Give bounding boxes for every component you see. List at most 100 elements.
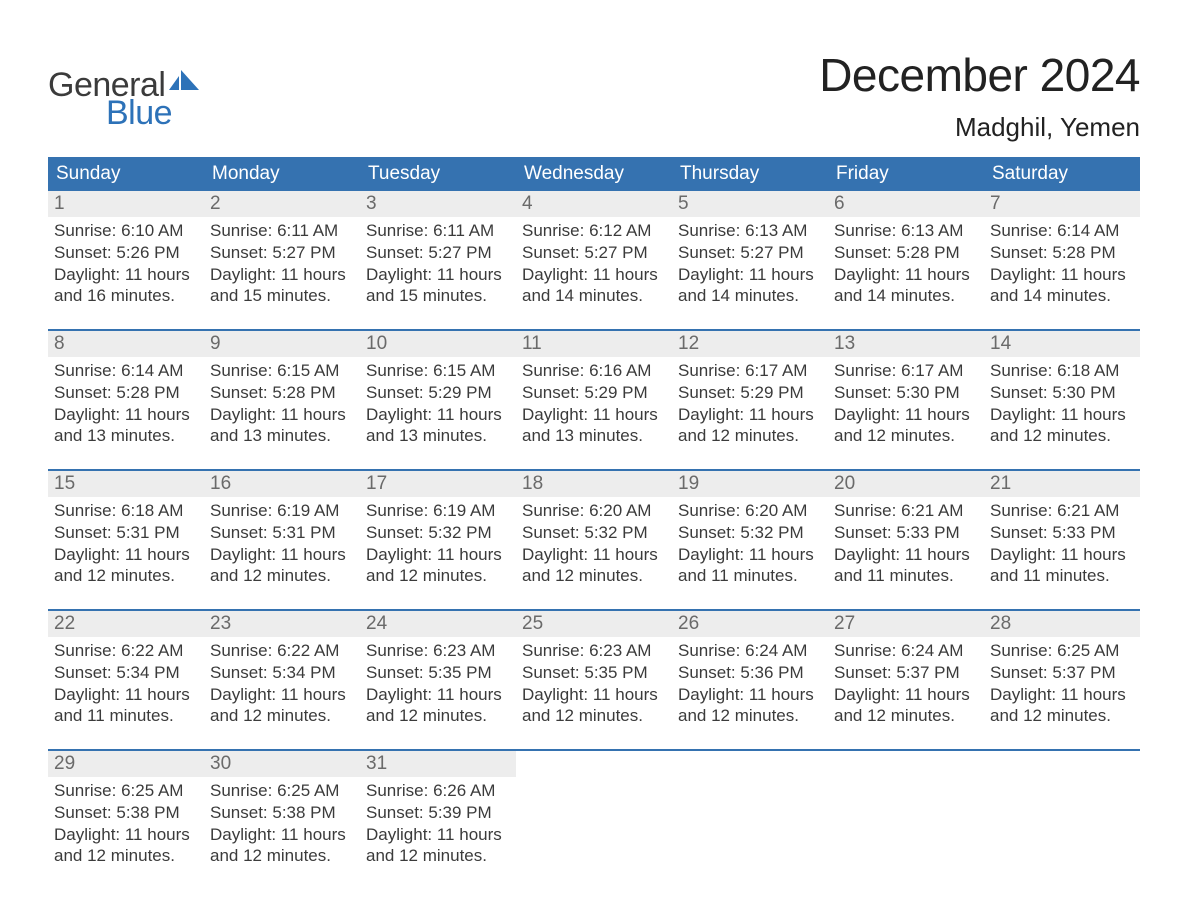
sunset-line: Sunset: 5:30 PM <box>990 382 1134 404</box>
day-number: 15 <box>48 471 204 497</box>
location: Madghil, Yemen <box>819 112 1140 143</box>
sunset-line: Sunset: 5:29 PM <box>522 382 666 404</box>
day-details: Sunrise: 6:13 AMSunset: 5:28 PMDaylight:… <box>828 217 984 307</box>
day-number <box>516 751 672 755</box>
day-18: 18Sunrise: 6:20 AMSunset: 5:32 PMDayligh… <box>516 471 672 587</box>
sunset-line: Sunset: 5:27 PM <box>678 242 822 264</box>
day-number: 29 <box>48 751 204 777</box>
sunrise-line: Sunrise: 6:20 AM <box>522 500 666 522</box>
sunrise-line: Sunrise: 6:10 AM <box>54 220 198 242</box>
weekday-thursday: Thursday <box>672 157 828 191</box>
day-number: 5 <box>672 191 828 217</box>
title-block: December 2024 Madghil, Yemen <box>819 48 1140 143</box>
daylight-line: Daylight: 11 hours and 12 minutes. <box>522 544 666 588</box>
day-empty <box>828 751 984 867</box>
sunset-line: Sunset: 5:35 PM <box>366 662 510 684</box>
day-7: 7Sunrise: 6:14 AMSunset: 5:28 PMDaylight… <box>984 191 1140 307</box>
day-details: Sunrise: 6:14 AMSunset: 5:28 PMDaylight:… <box>48 357 204 447</box>
month-title: December 2024 <box>819 48 1140 102</box>
daylight-line: Daylight: 11 hours and 12 minutes. <box>366 684 510 728</box>
sunset-line: Sunset: 5:37 PM <box>990 662 1134 684</box>
daylight-line: Daylight: 11 hours and 12 minutes. <box>366 824 510 868</box>
sunrise-line: Sunrise: 6:13 AM <box>834 220 978 242</box>
day-number: 20 <box>828 471 984 497</box>
sunrise-line: Sunrise: 6:15 AM <box>210 360 354 382</box>
sunrise-line: Sunrise: 6:14 AM <box>54 360 198 382</box>
daylight-line: Daylight: 11 hours and 12 minutes. <box>678 684 822 728</box>
daylight-line: Daylight: 11 hours and 11 minutes. <box>834 544 978 588</box>
day-number <box>828 751 984 755</box>
day-number: 1 <box>48 191 204 217</box>
sunset-line: Sunset: 5:29 PM <box>366 382 510 404</box>
day-details: Sunrise: 6:18 AMSunset: 5:31 PMDaylight:… <box>48 497 204 587</box>
calendar: SundayMondayTuesdayWednesdayThursdayFrid… <box>48 157 1140 867</box>
day-details: Sunrise: 6:11 AMSunset: 5:27 PMDaylight:… <box>204 217 360 307</box>
day-number: 19 <box>672 471 828 497</box>
day-number <box>672 751 828 755</box>
sunset-line: Sunset: 5:35 PM <box>522 662 666 684</box>
day-details: Sunrise: 6:23 AMSunset: 5:35 PMDaylight:… <box>360 637 516 727</box>
sunrise-line: Sunrise: 6:14 AM <box>990 220 1134 242</box>
day-details: Sunrise: 6:17 AMSunset: 5:30 PMDaylight:… <box>828 357 984 447</box>
daylight-line: Daylight: 11 hours and 12 minutes. <box>54 544 198 588</box>
day-26: 26Sunrise: 6:24 AMSunset: 5:36 PMDayligh… <box>672 611 828 727</box>
week-row: 8Sunrise: 6:14 AMSunset: 5:28 PMDaylight… <box>48 329 1140 447</box>
week-row: 1Sunrise: 6:10 AMSunset: 5:26 PMDaylight… <box>48 191 1140 307</box>
day-details: Sunrise: 6:25 AMSunset: 5:38 PMDaylight:… <box>204 777 360 867</box>
week-row: 15Sunrise: 6:18 AMSunset: 5:31 PMDayligh… <box>48 469 1140 587</box>
weekday-wednesday: Wednesday <box>516 157 672 191</box>
sunrise-line: Sunrise: 6:20 AM <box>678 500 822 522</box>
sunrise-line: Sunrise: 6:22 AM <box>54 640 198 662</box>
daylight-line: Daylight: 11 hours and 12 minutes. <box>522 684 666 728</box>
day-13: 13Sunrise: 6:17 AMSunset: 5:30 PMDayligh… <box>828 331 984 447</box>
day-number: 7 <box>984 191 1140 217</box>
flag-icon <box>169 62 199 96</box>
day-number: 17 <box>360 471 516 497</box>
day-17: 17Sunrise: 6:19 AMSunset: 5:32 PMDayligh… <box>360 471 516 587</box>
day-number: 3 <box>360 191 516 217</box>
day-5: 5Sunrise: 6:13 AMSunset: 5:27 PMDaylight… <box>672 191 828 307</box>
day-number: 6 <box>828 191 984 217</box>
day-number: 12 <box>672 331 828 357</box>
logo: General Blue <box>48 48 199 130</box>
day-number: 23 <box>204 611 360 637</box>
sunset-line: Sunset: 5:30 PM <box>834 382 978 404</box>
daylight-line: Daylight: 11 hours and 11 minutes. <box>990 544 1134 588</box>
day-number: 14 <box>984 331 1140 357</box>
sunset-line: Sunset: 5:27 PM <box>522 242 666 264</box>
day-22: 22Sunrise: 6:22 AMSunset: 5:34 PMDayligh… <box>48 611 204 727</box>
day-details: Sunrise: 6:15 AMSunset: 5:28 PMDaylight:… <box>204 357 360 447</box>
day-details: Sunrise: 6:25 AMSunset: 5:38 PMDaylight:… <box>48 777 204 867</box>
daylight-line: Daylight: 11 hours and 11 minutes. <box>678 544 822 588</box>
day-10: 10Sunrise: 6:15 AMSunset: 5:29 PMDayligh… <box>360 331 516 447</box>
day-empty <box>516 751 672 867</box>
logo-text-blue: Blue <box>106 96 199 130</box>
daylight-line: Daylight: 11 hours and 14 minutes. <box>834 264 978 308</box>
day-15: 15Sunrise: 6:18 AMSunset: 5:31 PMDayligh… <box>48 471 204 587</box>
day-number: 30 <box>204 751 360 777</box>
day-details: Sunrise: 6:22 AMSunset: 5:34 PMDaylight:… <box>48 637 204 727</box>
day-number <box>984 751 1140 755</box>
sunrise-line: Sunrise: 6:23 AM <box>522 640 666 662</box>
day-number: 13 <box>828 331 984 357</box>
sunset-line: Sunset: 5:29 PM <box>678 382 822 404</box>
day-details: Sunrise: 6:22 AMSunset: 5:34 PMDaylight:… <box>204 637 360 727</box>
day-details: Sunrise: 6:11 AMSunset: 5:27 PMDaylight:… <box>360 217 516 307</box>
day-details: Sunrise: 6:21 AMSunset: 5:33 PMDaylight:… <box>828 497 984 587</box>
day-11: 11Sunrise: 6:16 AMSunset: 5:29 PMDayligh… <box>516 331 672 447</box>
day-9: 9Sunrise: 6:15 AMSunset: 5:28 PMDaylight… <box>204 331 360 447</box>
day-details: Sunrise: 6:18 AMSunset: 5:30 PMDaylight:… <box>984 357 1140 447</box>
sunrise-line: Sunrise: 6:18 AM <box>990 360 1134 382</box>
day-details: Sunrise: 6:20 AMSunset: 5:32 PMDaylight:… <box>672 497 828 587</box>
day-details: Sunrise: 6:20 AMSunset: 5:32 PMDaylight:… <box>516 497 672 587</box>
day-details: Sunrise: 6:15 AMSunset: 5:29 PMDaylight:… <box>360 357 516 447</box>
sunrise-line: Sunrise: 6:21 AM <box>834 500 978 522</box>
daylight-line: Daylight: 11 hours and 12 minutes. <box>54 824 198 868</box>
sunrise-line: Sunrise: 6:24 AM <box>678 640 822 662</box>
day-number: 26 <box>672 611 828 637</box>
daylight-line: Daylight: 11 hours and 13 minutes. <box>54 404 198 448</box>
sunrise-line: Sunrise: 6:26 AM <box>366 780 510 802</box>
sunrise-line: Sunrise: 6:25 AM <box>210 780 354 802</box>
sunset-line: Sunset: 5:32 PM <box>522 522 666 544</box>
day-4: 4Sunrise: 6:12 AMSunset: 5:27 PMDaylight… <box>516 191 672 307</box>
